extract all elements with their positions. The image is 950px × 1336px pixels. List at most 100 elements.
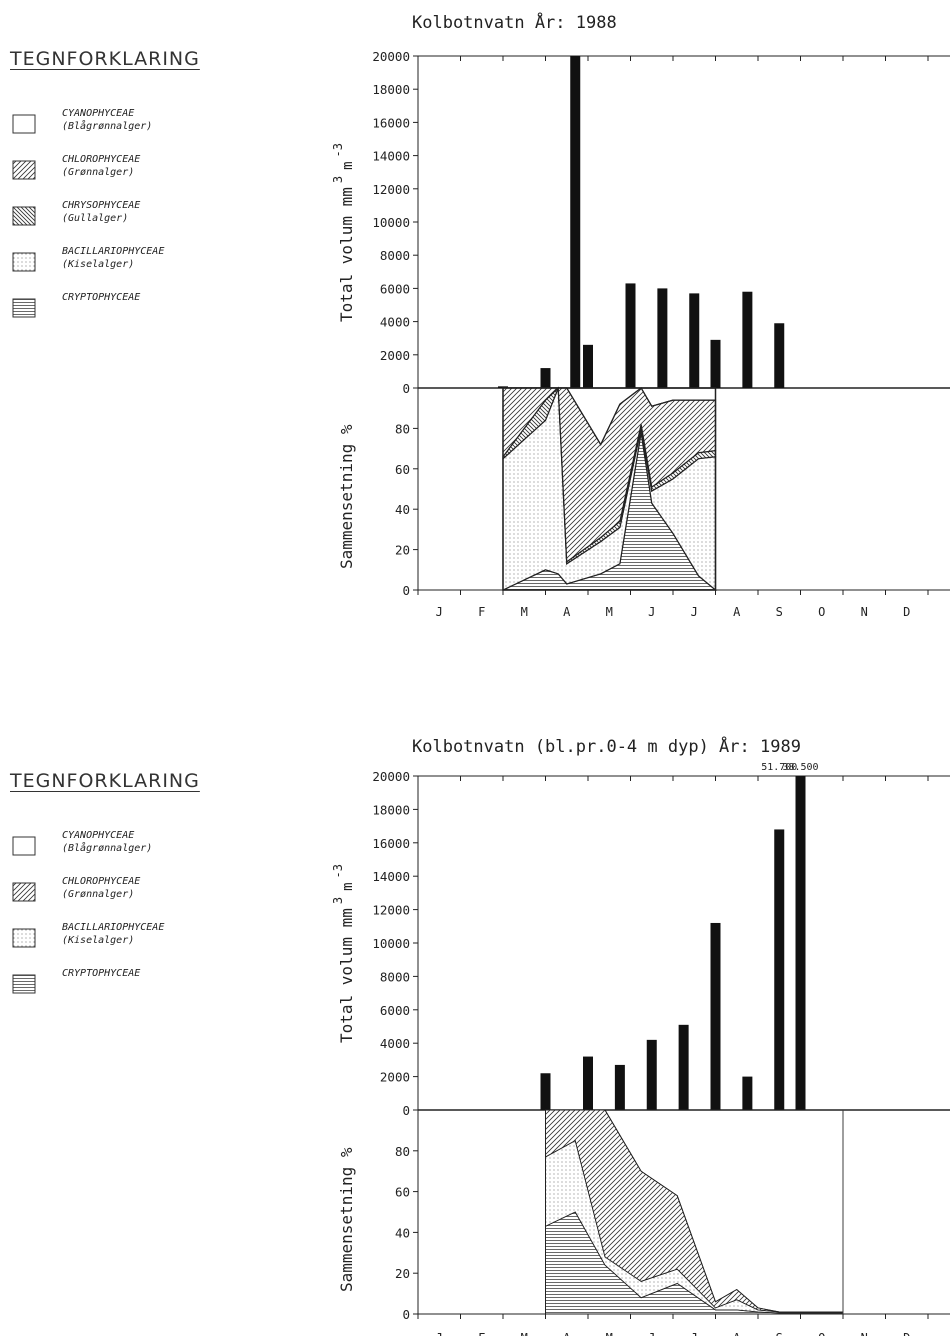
legend-1988: TEGNFORKLARING CYANOPHYCEAE (Blågrønnalge… (10, 48, 200, 318)
legend-sub: (Gullalger) (62, 213, 129, 224)
month-label: J (648, 605, 655, 619)
bar (689, 293, 700, 388)
swatch-rect (12, 882, 36, 902)
month-label: N (861, 1331, 868, 1336)
swatch-rect (12, 928, 36, 948)
pct-tick-label: 0 (402, 1307, 410, 1322)
bar (710, 339, 721, 388)
legend-sub: (Blågrønnalger) (62, 121, 153, 132)
legend-item: CHRYSOPHYCEAE (Gullalger) (12, 200, 272, 234)
bar (710, 922, 721, 1110)
y-tick-label: 6000 (380, 1003, 410, 1018)
legend-name: CHRYSOPHYCEAE (62, 200, 141, 211)
legend-1989: TEGNFORKLARING CYANOPHYCEAE (Blågrønnalge… (10, 770, 200, 994)
month-label: F (478, 605, 485, 619)
y-tick-label: 0 (402, 1103, 410, 1118)
composition-y-label: Sammensetning % (337, 424, 356, 569)
y-tick-label: 2000 (380, 1070, 410, 1085)
y-tick-label: 8000 (380, 248, 410, 263)
bar (795, 776, 806, 1110)
legend-item: CHLOROPHYCEAE (Grønnalger) (12, 154, 272, 188)
composition-frame (502, 387, 717, 591)
swatch-rect (12, 974, 36, 994)
pct-tick-label: 80 (395, 421, 410, 436)
pct-tick-label: 20 (395, 543, 410, 558)
legend-swatch (12, 974, 36, 994)
y-axis-label: Total volum mm 3 m -3 (331, 143, 356, 322)
y-tick-label: 6000 (380, 281, 410, 296)
legend-sub: (Kiselalger) (62, 935, 135, 946)
swatch-rect (12, 160, 36, 180)
legend-name: BACILLARIOPHYCEAE (62, 246, 165, 257)
month-label: M (521, 1331, 528, 1336)
legend-sub: (Blågrønnalger) (62, 843, 153, 854)
y-axis-label-sup: -3 (331, 864, 345, 878)
pct-tick-label: 80 (395, 1144, 410, 1159)
bar (583, 1056, 593, 1110)
pct-tick-label: 40 (395, 502, 410, 517)
bar (625, 283, 636, 388)
legend-item: BACILLARIOPHYCEAE (Kiselalger) (12, 246, 272, 280)
y-tick-label: 10000 (372, 215, 410, 230)
y-tick-label: 16000 (372, 115, 410, 130)
month-label: A (733, 605, 741, 619)
bar (646, 1039, 657, 1110)
y-tick-label: 10000 (372, 936, 410, 951)
y-tick-label: 14000 (372, 149, 410, 164)
pct-tick-label: 40 (395, 1225, 410, 1240)
y-axis-label-sup: -3 (331, 143, 345, 157)
y-axis-label-main: Total volum mm (337, 187, 356, 322)
month-label: O (818, 1331, 825, 1336)
month-label: M (521, 605, 528, 619)
legend-swatch (12, 206, 36, 226)
y-tick-label: 2000 (380, 348, 410, 363)
legend-name: CYANOPHYCEAE (62, 108, 135, 119)
legend-swatch (12, 114, 36, 134)
legend-swatch (12, 160, 36, 180)
y-tick-label: 20000 (372, 769, 410, 784)
bar (540, 368, 551, 388)
bar (540, 1073, 551, 1110)
bar-value-label: 51.700 (761, 762, 797, 773)
y-axis-label-main: Total volum mm (337, 908, 356, 1043)
month-label: J (436, 1331, 443, 1336)
swatch-rect (12, 206, 36, 226)
month-label: J (691, 605, 698, 619)
legend-swatch (12, 928, 36, 948)
y-tick-label: 12000 (372, 182, 410, 197)
month-label: O (818, 605, 825, 619)
chart-1988: Kolbotnvatn År: 198820000180001600014000… (331, 11, 950, 619)
pct-tick-label: 60 (395, 462, 410, 477)
legend-name: CHLOROPHYCEAE (62, 876, 141, 887)
y-tick-label: 8000 (380, 969, 410, 984)
legend-item: CRYPTOPHYCEAE (12, 292, 272, 326)
legend-name: BACILLARIOPHYCEAE (62, 922, 165, 933)
swatch-rect (12, 114, 36, 134)
y-tick-label: 20000 (372, 49, 410, 64)
bar (742, 1076, 753, 1110)
legend-item: CRYPTOPHYCEAE (12, 968, 272, 1002)
bar (583, 344, 593, 388)
legend-item: CHLOROPHYCEAE (Grønnalger) (12, 876, 272, 910)
bar (774, 829, 785, 1110)
composition-area (545, 1109, 843, 1313)
y-tick-label: 18000 (372, 802, 410, 817)
y-tick-label: 14000 (372, 869, 410, 884)
chart-title: Kolbotnvatn (bl.pr.0-4 m dyp) År: 1989 (412, 735, 801, 757)
legend-title: TEGNFORKLARING (10, 48, 200, 70)
y-tick-label: 0 (402, 381, 410, 396)
legend-name: CYANOPHYCEAE (62, 830, 135, 841)
pct-tick-label: 60 (395, 1185, 410, 1200)
chart-title: Kolbotnvatn År: 1988 (412, 11, 617, 33)
y-axis-label: Total volum mm 3 m -3 (331, 864, 356, 1043)
pct-tick-label: 0 (402, 583, 410, 598)
month-label: J (436, 605, 443, 619)
y-tick-label: 4000 (380, 1036, 410, 1051)
y-axis-label-unit: m (340, 882, 356, 890)
swatch-rect (12, 298, 36, 318)
legend-name: CRYPTOPHYCEAE (62, 968, 141, 979)
month-label: J (691, 1331, 698, 1336)
swatch-rect (12, 836, 36, 856)
y-axis-label-unit: m (340, 161, 356, 169)
